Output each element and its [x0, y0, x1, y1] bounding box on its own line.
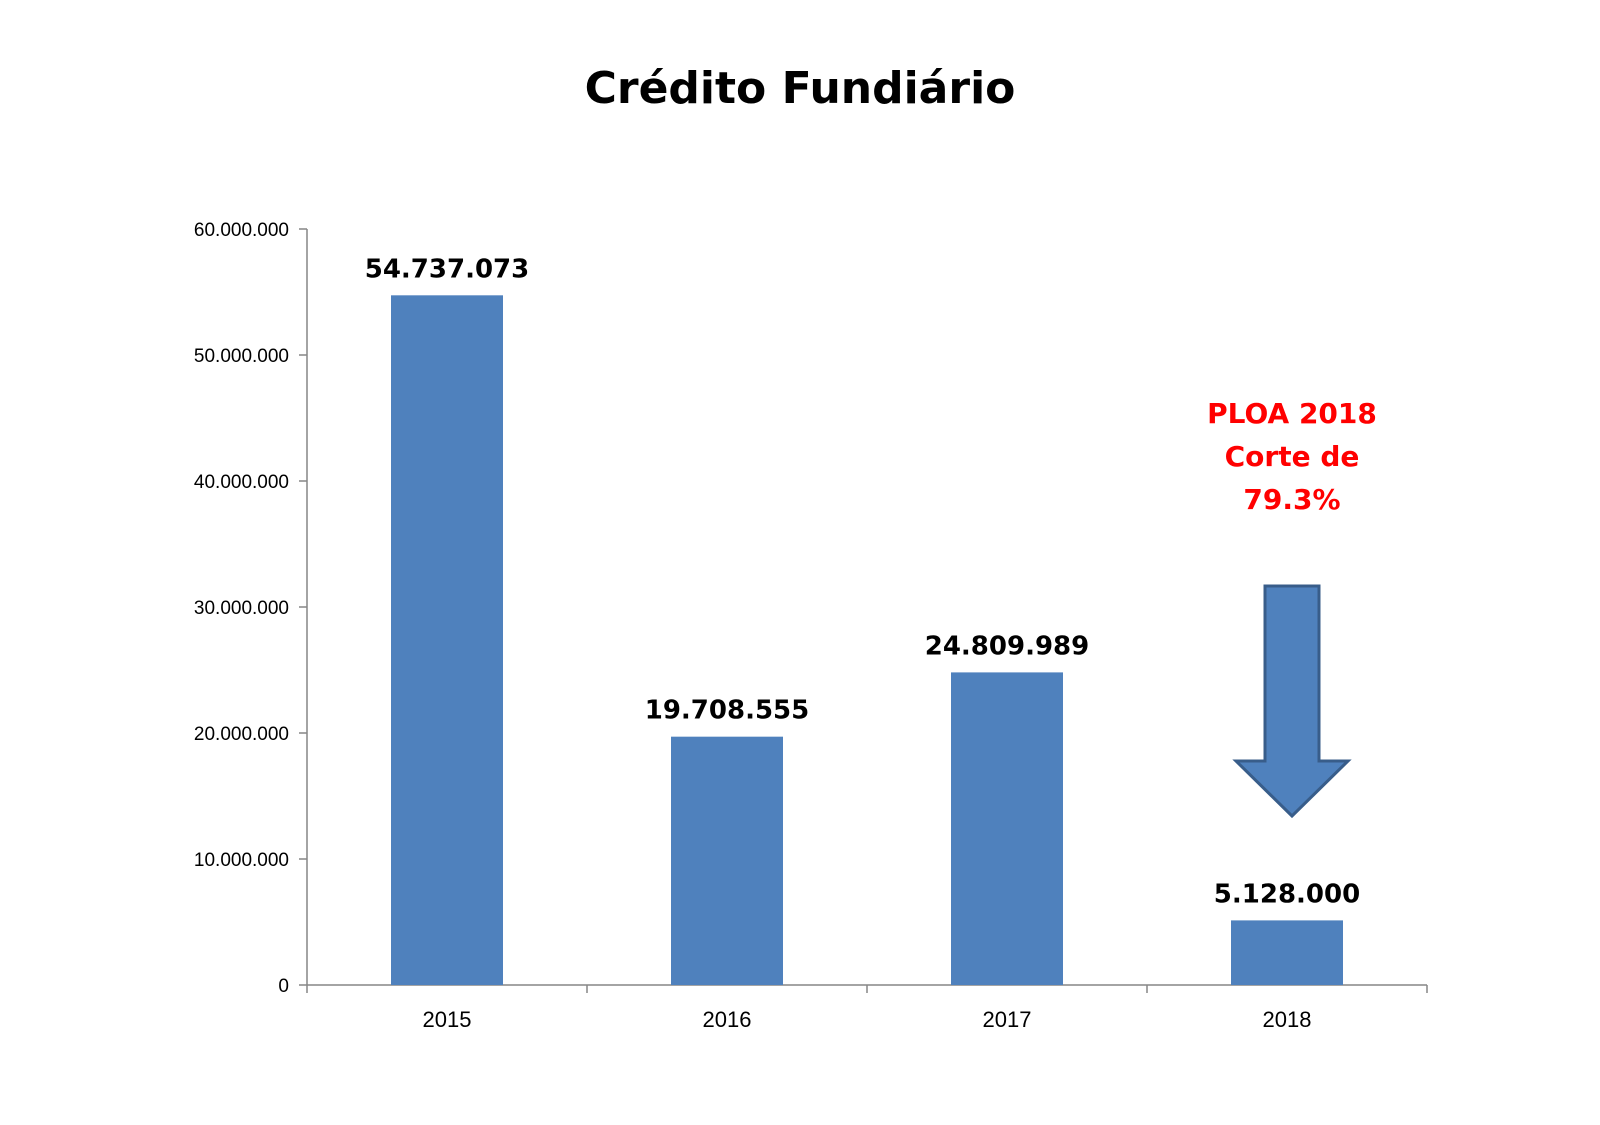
data-label: 24.809.989	[925, 631, 1089, 661]
bars	[391, 295, 1343, 985]
data-label: 5.128.000	[1214, 879, 1360, 909]
y-tick-label: 0	[278, 976, 289, 997]
y-tick-label: 60.000.000	[194, 220, 289, 241]
bar-2016	[671, 736, 783, 985]
y-tick-label: 10.000.000	[194, 850, 289, 871]
annotation-line: 79.3%	[1243, 483, 1340, 516]
data-label: 19.708.555	[645, 696, 809, 726]
data-labels: 54.737.073 19.708.555 24.809.989 5.128.000	[365, 254, 1360, 909]
x-tick-label: 2015	[423, 1007, 472, 1032]
bar-2017	[951, 672, 1063, 985]
bar-2018	[1231, 920, 1343, 985]
y-tick-label: 30.000.000	[194, 598, 289, 619]
bar-2015	[391, 295, 503, 985]
annotation: PLOA 2018 Corte de 79.3%	[1207, 397, 1377, 819]
annotation-line: PLOA 2018	[1207, 397, 1377, 430]
annotation-line: Corte de	[1225, 440, 1360, 473]
data-label: 54.737.073	[365, 254, 529, 284]
chart-title: Crédito Fundiário	[585, 63, 1016, 114]
y-tick-label: 50.000.000	[194, 346, 289, 367]
x-tick-label: 2017	[983, 1007, 1032, 1032]
y-tick-label: 20.000.000	[194, 724, 289, 745]
down-arrow-icon	[1232, 584, 1352, 819]
x-tick-label: 2018	[1263, 1007, 1312, 1032]
y-tick-label: 40.000.000	[194, 472, 289, 493]
axes: 0 10.000.000 20.000.000 30.000.000 40.000.00…	[194, 220, 1428, 1032]
x-tick-label: 2016	[703, 1007, 752, 1032]
